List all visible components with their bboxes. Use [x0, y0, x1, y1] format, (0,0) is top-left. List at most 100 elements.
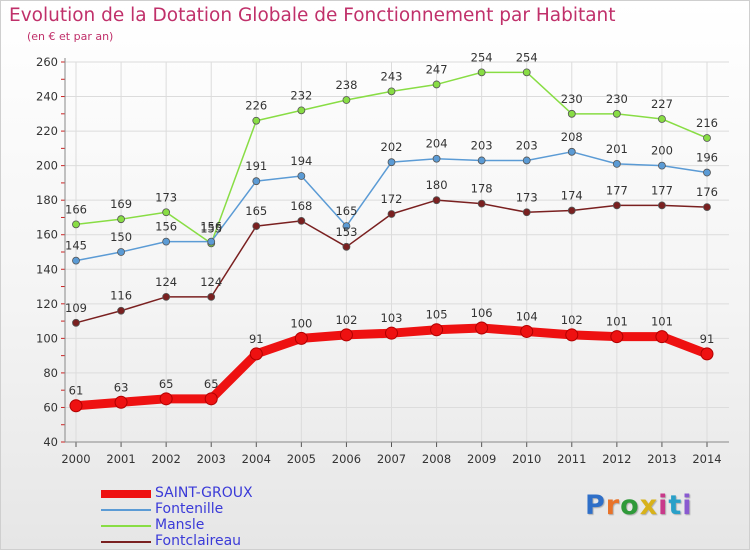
data-point-fontenille — [297, 172, 306, 180]
data-point-fontenille — [342, 222, 351, 230]
data-point-fontenille — [162, 237, 171, 246]
data-point-mansle — [477, 68, 486, 77]
data-label-mansle: 227 — [651, 97, 673, 111]
chart-title: Evolution de la Dotation Globale de Fonc… — [9, 5, 616, 26]
data-point-fontenille — [252, 177, 261, 186]
chart-subtitle: (en € et par an) — [27, 30, 114, 43]
data-label-fontclaireau: 173 — [516, 190, 538, 204]
x-tick-label: 2006 — [332, 452, 361, 466]
legend-swatch-fontclaireau — [101, 541, 151, 543]
x-tick-label: 2007 — [377, 452, 406, 466]
data-label-fontenille: 156 — [200, 220, 222, 234]
data-label-fontclaireau: 124 — [200, 275, 222, 289]
logo-letter: t — [668, 490, 683, 521]
data-point-fontclaireau — [252, 222, 261, 230]
y-tick-label: 180 — [36, 193, 58, 207]
data-label-fontclaireau: 116 — [110, 289, 132, 303]
data-label-fontenille: 194 — [290, 154, 312, 168]
x-tick-label: 2001 — [106, 452, 135, 466]
data-point-fontenille — [72, 256, 80, 265]
data-label-fontenille: 145 — [65, 239, 87, 253]
data-point-fontclaireau — [703, 203, 711, 211]
data-label-mansle: 230 — [561, 92, 583, 106]
data-point-fontenille — [658, 161, 666, 170]
data-point-mansle — [72, 220, 80, 229]
y-tick-label: 40 — [43, 435, 58, 449]
data-label-saint-groux: 106 — [471, 306, 493, 320]
data-label-fontclaireau: 174 — [561, 189, 583, 203]
data-point-fontenille — [117, 248, 125, 256]
data-point-mansle — [162, 208, 171, 217]
y-tick-label: 60 — [43, 400, 58, 414]
data-label-fontclaireau: 124 — [155, 275, 177, 289]
legend-swatch-mansle — [101, 525, 151, 527]
x-tick-label: 2003 — [197, 452, 226, 466]
data-label-mansle: 226 — [245, 99, 267, 113]
data-label-saint-groux: 103 — [381, 311, 403, 325]
x-tick-label: 2005 — [287, 452, 316, 466]
data-point-fontclaireau — [207, 293, 216, 301]
data-label-saint-groux: 102 — [561, 313, 583, 327]
data-label-fontenille: 208 — [561, 130, 583, 144]
legend-swatch-saint-groux — [101, 490, 151, 498]
data-point-saint-groux — [69, 399, 83, 413]
data-label-fontenille: 191 — [245, 159, 267, 173]
data-label-saint-groux: 61 — [69, 384, 84, 398]
logo-letter: i — [658, 490, 669, 521]
data-point-mansle — [342, 96, 351, 104]
data-label-fontenille: 201 — [606, 142, 628, 156]
data-label-fontenille: 204 — [426, 137, 448, 151]
data-point-saint-groux — [339, 328, 353, 342]
data-point-fontenille — [207, 237, 216, 246]
data-point-saint-groux — [159, 392, 173, 406]
data-label-saint-groux: 65 — [204, 377, 219, 391]
data-point-saint-groux — [249, 347, 263, 361]
data-point-fontenille — [432, 154, 441, 163]
y-tick-label: 120 — [36, 297, 58, 311]
data-point-saint-groux — [610, 330, 624, 344]
data-label-fontenille: 150 — [110, 230, 132, 244]
data-label-fontclaireau: 176 — [696, 185, 718, 199]
legend-swatch-fontenille — [101, 509, 151, 511]
data-label-fontclaireau: 165 — [245, 204, 267, 218]
data-label-mansle: 254 — [471, 50, 493, 64]
data-label-fontclaireau: 178 — [471, 182, 493, 196]
x-tick-label: 2002 — [152, 452, 181, 466]
data-label-fontenille: 203 — [516, 138, 538, 152]
data-point-saint-groux — [294, 331, 308, 345]
x-tick-label: 2013 — [647, 452, 676, 466]
data-label-mansle: 254 — [516, 50, 538, 64]
x-tick-label: 2011 — [557, 452, 586, 466]
data-label-fontclaireau: 172 — [381, 192, 403, 206]
data-point-fontclaireau — [612, 201, 621, 210]
x-tick-label: 2010 — [512, 452, 541, 466]
legend-label-mansle: Mansle — [155, 517, 205, 533]
data-point-saint-groux — [700, 347, 714, 361]
data-point-mansle — [522, 68, 531, 77]
data-point-saint-groux — [565, 328, 579, 342]
data-label-mansle: 166 — [65, 202, 87, 216]
data-point-fontclaireau — [387, 210, 396, 218]
data-label-saint-groux: 91 — [249, 332, 264, 346]
data-point-fontenille — [703, 168, 711, 177]
data-label-saint-groux: 65 — [159, 377, 174, 391]
data-label-saint-groux: 100 — [290, 316, 312, 330]
data-label-fontclaireau: 109 — [65, 301, 87, 315]
logo-letter: i — [682, 490, 693, 521]
data-label-saint-groux: 105 — [426, 308, 448, 322]
logo-letter: r — [605, 490, 621, 521]
data-point-mansle — [297, 106, 306, 115]
logo-letter: P — [585, 490, 606, 521]
data-label-mansle: 247 — [426, 62, 448, 76]
x-tick-label: 2009 — [467, 452, 496, 466]
data-label-fontclaireau: 153 — [335, 225, 357, 239]
x-tick-label: 2008 — [422, 452, 451, 466]
data-point-mansle — [117, 215, 125, 224]
data-label-saint-groux: 104 — [516, 309, 538, 323]
x-tick-label: 2004 — [242, 452, 271, 466]
data-point-saint-groux — [475, 321, 489, 335]
data-point-mansle — [703, 134, 711, 142]
data-label-mansle: 232 — [290, 88, 312, 102]
legend-label-saint-groux: SAINT-GROUX — [155, 485, 253, 501]
y-tick-label: 100 — [36, 331, 58, 345]
